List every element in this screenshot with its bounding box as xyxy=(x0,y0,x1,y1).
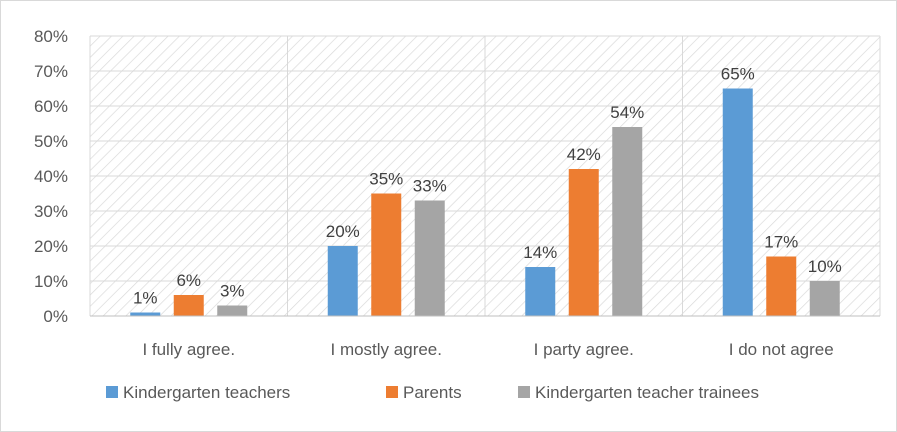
x-tick-label: I mostly agree. xyxy=(331,340,443,359)
x-tick-label: I fully agree. xyxy=(142,340,235,359)
y-tick-label: 50% xyxy=(34,132,68,151)
y-axis: 0% 10% 20% 30% 40% 50% 60% 70% 80% xyxy=(34,27,68,326)
data-label: 6% xyxy=(176,271,201,290)
x-tick-label: I do not agree xyxy=(729,340,834,359)
data-label: 35% xyxy=(369,170,403,189)
data-label: 54% xyxy=(610,103,644,122)
legend-swatch xyxy=(386,386,398,398)
bar xyxy=(766,256,797,316)
bar xyxy=(722,88,753,316)
bars xyxy=(130,88,840,316)
data-label: 14% xyxy=(523,243,557,262)
y-tick-label: 80% xyxy=(34,27,68,46)
y-tick-label: 60% xyxy=(34,97,68,116)
data-label: 17% xyxy=(764,233,798,252)
y-tick-label: 0% xyxy=(43,307,68,326)
bar xyxy=(414,200,445,316)
bar xyxy=(130,312,161,316)
bar xyxy=(217,305,248,316)
bar xyxy=(568,169,599,316)
legend-swatch xyxy=(518,386,530,398)
data-label: 20% xyxy=(326,222,360,241)
legend-label: Kindergarten teachers xyxy=(123,383,290,402)
y-tick-label: 40% xyxy=(34,167,68,186)
data-label: 3% xyxy=(220,282,245,301)
data-label: 33% xyxy=(413,177,447,196)
data-labels: 1% 6% 3% 20% 35% 33% 14% 42% 54% 65% 17% 10% xyxy=(133,65,842,308)
data-label: 10% xyxy=(808,257,842,276)
data-label: 42% xyxy=(567,145,601,164)
data-label: 1% xyxy=(133,289,158,308)
y-tick-label: 20% xyxy=(34,237,68,256)
data-label: 65% xyxy=(721,65,755,84)
bar xyxy=(612,127,643,316)
x-tick-label: I party agree. xyxy=(534,340,634,359)
bar xyxy=(525,267,556,316)
bar xyxy=(809,281,840,316)
bar xyxy=(327,246,358,316)
bar xyxy=(371,193,402,316)
legend-label: Kindergarten teacher trainees xyxy=(535,383,759,402)
bar xyxy=(173,295,204,316)
x-axis: I fully agree. I mostly agree. I party agr… xyxy=(90,315,880,359)
y-tick-label: 10% xyxy=(34,272,68,291)
legend-label: Parents xyxy=(403,383,462,402)
legend: Kindergarten teachers Parents Kindergarten… xyxy=(106,383,759,402)
legend-swatch xyxy=(106,386,118,398)
y-tick-label: 30% xyxy=(34,202,68,221)
y-tick-label: 70% xyxy=(34,62,68,81)
